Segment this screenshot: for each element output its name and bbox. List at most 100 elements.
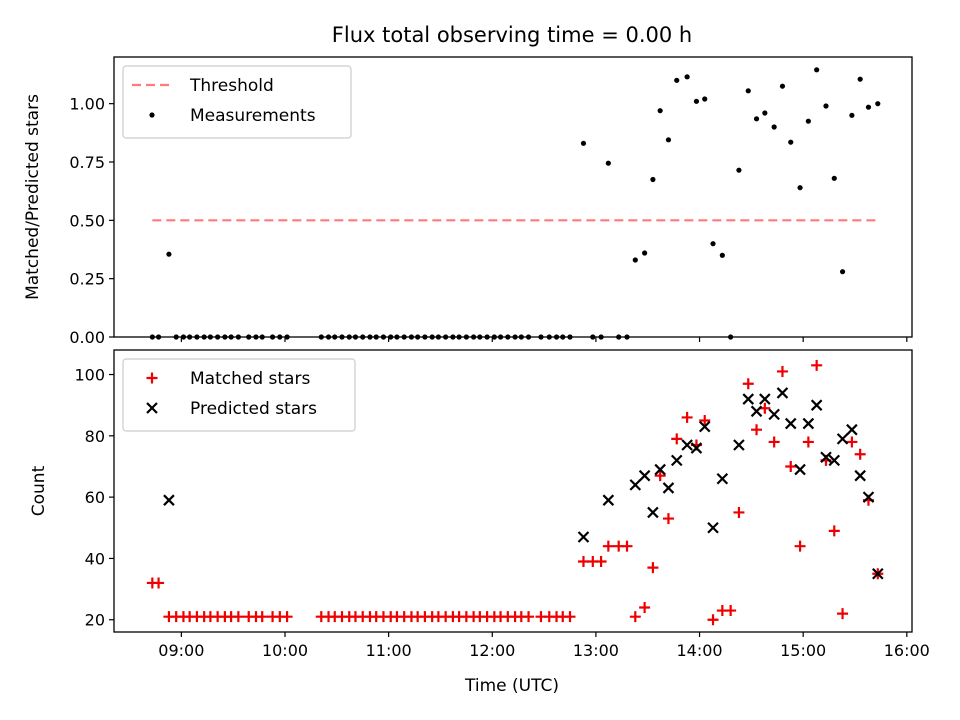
predicted-point: [647, 506, 659, 519]
plot-marks: [149, 67, 881, 340]
matched-point: [759, 402, 771, 414]
measurement-point: [590, 334, 596, 340]
predicted-point: [776, 387, 789, 399]
measurement-point: [497, 334, 504, 340]
measurement-point: [616, 334, 622, 340]
measurement-point: [728, 334, 734, 340]
x-tick-label: 13:00: [573, 641, 619, 660]
measurement-point: [814, 67, 820, 73]
measurement-point: [401, 334, 407, 340]
measurement-point: [235, 334, 241, 340]
measurement-point: [560, 334, 566, 340]
measurement-point: [857, 76, 863, 82]
matched-point: [629, 611, 641, 623]
measurement-point: [745, 88, 751, 94]
measurement-point: [839, 269, 846, 275]
measurement-point: [194, 334, 200, 340]
measurement-point: [471, 334, 477, 340]
measurement-point: [388, 334, 394, 340]
matched-point: [639, 601, 651, 613]
legend-swatch: [149, 112, 155, 118]
legend-label-matched: Matched stars: [190, 369, 310, 389]
predicted-point: [163, 494, 175, 506]
measurement-point: [422, 334, 428, 340]
measurement-point: [201, 334, 207, 340]
top-panel-ratio: 0.00 0.25 0.50 0.75 1.00 Matched/Predicted st…: [23, 56, 913, 347]
y-tick-label: 1.00: [69, 95, 105, 114]
measurement-point: [187, 334, 193, 340]
x-tick-label: 16:00: [884, 641, 930, 660]
measurement-point: [823, 103, 829, 109]
predicted-point: [733, 439, 745, 451]
measurement-point: [477, 334, 483, 340]
predicted-point: [846, 423, 858, 436]
y-axis-label: Count: [29, 465, 49, 516]
measurement-point: [373, 334, 379, 340]
legend-label-predicted: Predicted stars: [190, 399, 317, 419]
y-tick-label: 80: [85, 427, 105, 446]
predicted-point: [681, 439, 693, 451]
measurement-point: [538, 334, 544, 340]
matched-point: [577, 556, 589, 567]
measurement-point: [394, 334, 400, 340]
matched-point: [671, 433, 683, 445]
y-tick-label: 40: [85, 549, 105, 568]
predicted-point: [690, 442, 703, 454]
measurement-point: [779, 83, 786, 89]
legend: Threshold Measurements: [122, 65, 352, 139]
x-tick-label: 09:00: [158, 641, 204, 660]
matched-point: [846, 436, 858, 448]
matched-point: [794, 540, 806, 552]
legend-swatch: [146, 372, 158, 384]
measurement-point: [352, 334, 359, 340]
measurement-point: [693, 98, 700, 104]
matched-point: [523, 611, 535, 623]
y-tick-label: 0.75: [69, 153, 105, 172]
measurement-point: [415, 334, 421, 340]
matched-point: [647, 562, 659, 574]
measurement-point: [408, 334, 415, 340]
measurement-point: [463, 334, 469, 340]
predicted-point: [707, 522, 719, 534]
y-tick-label: 0.50: [69, 211, 105, 230]
matched-point: [837, 608, 849, 620]
measurement-point: [762, 110, 768, 116]
measurement-point: [429, 334, 435, 340]
measurement-point: [380, 334, 387, 340]
legend-marker: [146, 402, 158, 414]
measurement-point: [624, 334, 630, 340]
predicted-point: [629, 479, 642, 491]
measurement-point: [339, 334, 345, 340]
measurement-point: [580, 140, 587, 146]
predicted-point: [872, 567, 884, 580]
measurement-point: [484, 334, 490, 340]
measurement-point: [657, 108, 663, 114]
predicted-point: [577, 531, 590, 543]
measurement-point: [332, 334, 338, 340]
predicted-point: [810, 399, 823, 411]
bottom-panel-counts: 09:00 10:00 11:00 12:00 13:00 14:00 15:00 16:00…: [29, 349, 930, 660]
measurement-point: [346, 334, 352, 340]
x-tick-label: 15:00: [780, 641, 826, 660]
measurement-point: [207, 334, 213, 340]
predicted-point: [716, 472, 729, 485]
matched-point: [811, 359, 823, 371]
measurement-point: [702, 96, 708, 102]
chart-title: Flux total observing time = 0.00 h: [332, 23, 692, 47]
measurement-point: [805, 118, 811, 124]
measurement-point: [284, 334, 290, 340]
measurement-point: [318, 334, 324, 340]
measurement-point: [269, 334, 276, 340]
legend-marker: [146, 372, 158, 384]
predicted-point: [862, 491, 875, 503]
predicted-point: [836, 433, 849, 445]
predicted-point: [638, 469, 651, 482]
measurement-point: [546, 334, 552, 340]
measurement-point: [222, 334, 228, 340]
predicted-point: [759, 393, 771, 405]
matched-point: [733, 506, 745, 518]
x-tick-label: 12:00: [469, 641, 515, 660]
measurement-point: [665, 137, 672, 143]
legend-box: [122, 358, 356, 432]
matched-point: [828, 525, 840, 537]
